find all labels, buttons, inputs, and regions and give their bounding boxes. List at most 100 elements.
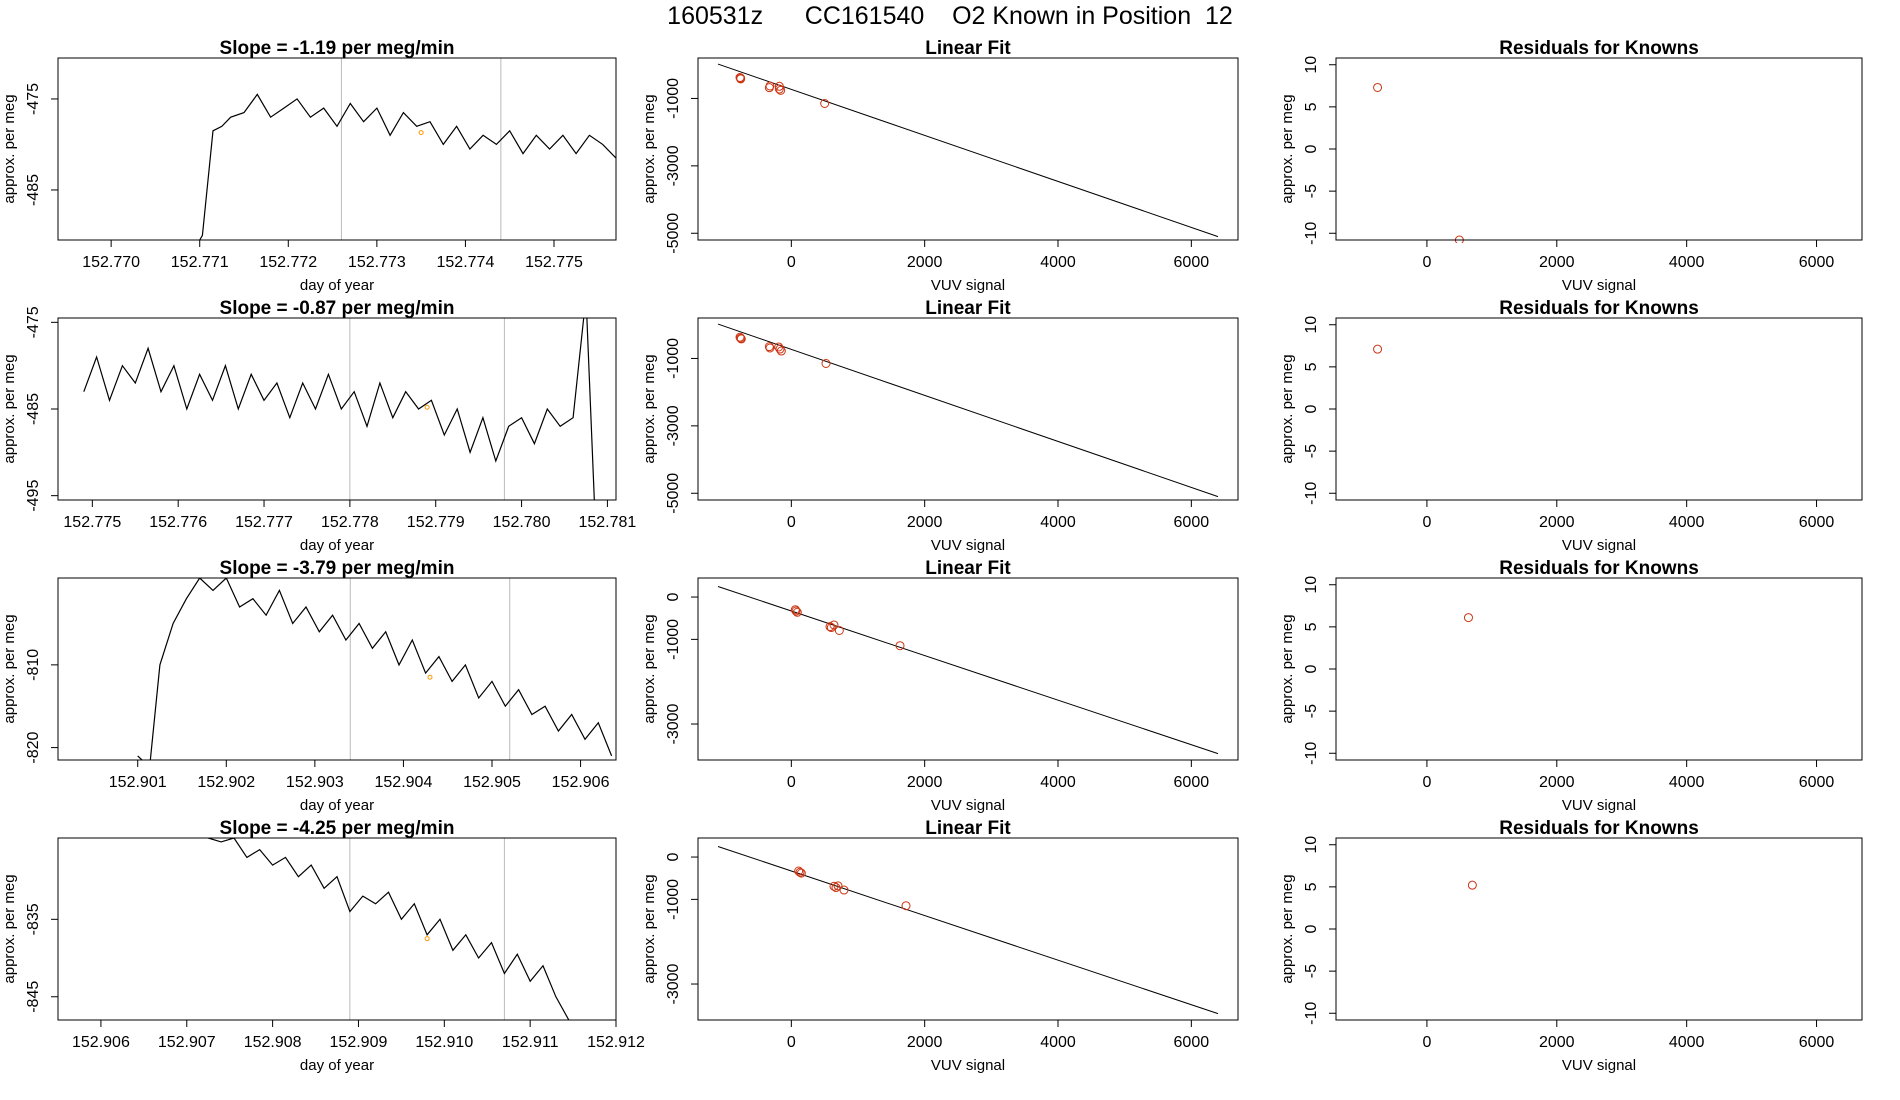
row1-residuals-x-tick-label: 4000 <box>1669 254 1705 271</box>
row4-linear-fit-x-tick-label: 4000 <box>1040 1034 1076 1051</box>
row1-timeseries-x-tick-label: 152.774 <box>437 254 495 271</box>
row3-linear-fit-data-point <box>895 641 905 651</box>
row3-timeseries-series-line <box>137 578 613 760</box>
row3-timeseries-y-axis-label: approx. per meg <box>1 614 18 723</box>
row2-linear-fit-data-point <box>736 334 746 344</box>
row1-linear-fit-data-point <box>736 74 746 84</box>
row2-linear-fit-plot-frame <box>697 317 1239 501</box>
row1-timeseries-x-tick-label: 152.772 <box>259 254 317 271</box>
row3-timeseries-x-tick-label: 152.905 <box>463 774 521 791</box>
row2-timeseries-x-axis-label: day of year <box>300 537 374 554</box>
row2-residuals-plot-frame <box>1335 317 1863 501</box>
row2-timeseries-x-tick-label: 152.780 <box>493 514 551 531</box>
row1-timeseries-y-tick-label: -485 <box>25 174 42 206</box>
row3-linear-fit-y-tick-label: -3000 <box>665 703 682 744</box>
row3-linear-fit-x-tick-label: 2000 <box>907 774 943 791</box>
row4-linear-fit-data-point <box>795 867 805 877</box>
row1-timeseries-series-line <box>199 93 616 240</box>
row4-residuals-y-tick-label: 5 <box>1303 882 1320 891</box>
row2-linear-fit-data-point <box>736 333 746 343</box>
row2-linear-fit-x-tick-label: 0 <box>787 514 796 531</box>
row2-linear-fit-panel-title: Linear Fit <box>925 298 1011 319</box>
row1-residuals-x-axis-label: VUV signal <box>1562 277 1636 294</box>
row4-linear-fit-panel-title: Linear Fit <box>925 818 1011 839</box>
row3-residuals-panel-title: Residuals for Knowns <box>1499 558 1699 579</box>
row3-linear-fit-x-tick-label: 6000 <box>1174 774 1210 791</box>
row2-linear-fit-data-point <box>776 346 786 356</box>
row1-residuals-x-tick-label: 0 <box>1422 254 1431 271</box>
row3-timeseries-x-tick-label: 152.902 <box>197 774 255 791</box>
row1-residuals-panel-title: Residuals for Knowns <box>1499 38 1699 59</box>
row2-timeseries-x-tick-label: 152.776 <box>149 514 207 531</box>
row3-linear-fit-x-axis-label: VUV signal <box>931 797 1005 814</box>
row4-timeseries-x-tick-label: 152.906 <box>72 1034 130 1051</box>
row1-timeseries-y-tick-label: -475 <box>25 83 42 115</box>
row1-residuals-y-tick-label: 0 <box>1303 144 1320 153</box>
row2-timeseries-plot-frame <box>57 317 617 501</box>
row2-timeseries-series-line <box>83 318 595 500</box>
row4-timeseries-plot-frame <box>57 837 617 1021</box>
row3-timeseries-y-tick-label: -820 <box>25 731 42 763</box>
row2-timeseries-y-tick-label: -475 <box>25 306 42 338</box>
row1-residuals-x-tick-label: 2000 <box>1539 254 1575 271</box>
row3-linear-fit-plot-frame <box>697 577 1239 761</box>
row3-linear-fit-x-tick-label: 4000 <box>1040 774 1076 791</box>
row2-timeseries-panel-title: Slope = -0.87 per meg/min <box>220 298 455 319</box>
row3-linear-fit-data-point <box>792 607 802 617</box>
row1-residuals-y-axis-label: approx. per meg <box>1279 94 1296 203</box>
row4-linear-fit-data-point <box>901 901 911 911</box>
row1-linear-fit-x-axis-label: VUV signal <box>931 277 1005 294</box>
row2-linear-fit-data-point <box>775 344 785 354</box>
row4-residuals-y-tick-label: -10 <box>1303 1002 1320 1025</box>
row2-linear-fit-x-axis-label: VUV signal <box>931 537 1005 554</box>
row3-linear-fit-data-point <box>829 620 839 630</box>
row4-residuals-y-axis-label: approx. per meg <box>1279 874 1296 983</box>
row2-linear-fit-y-axis-label: approx. per meg <box>641 354 658 463</box>
row1-residuals-x-tick-label: 6000 <box>1799 254 1835 271</box>
row3-linear-fit-data-point <box>826 623 836 633</box>
row4-timeseries-x-tick-label: 152.910 <box>415 1034 473 1051</box>
row2-residuals-x-axis-label: VUV signal <box>1562 537 1636 554</box>
row4-residuals-x-tick-label: 0 <box>1422 1034 1431 1051</box>
row4-linear-fit-data-point <box>794 866 804 876</box>
row1-linear-fit-x-tick-label: 0 <box>787 254 796 271</box>
row1-linear-fit-y-axis-label: approx. per meg <box>641 94 658 203</box>
row4-residuals-x-tick-label: 6000 <box>1799 1034 1835 1051</box>
row2-linear-fit-x-tick-label: 2000 <box>907 514 943 531</box>
row3-residuals-y-tick-label: -5 <box>1303 704 1320 718</box>
row3-linear-fit-y-tick-label: -1000 <box>665 619 682 660</box>
row4-residuals-y-tick-label: 0 <box>1303 924 1320 933</box>
row4-linear-fit-y-tick-label: 0 <box>665 852 682 861</box>
row3-residuals-x-tick-label: 6000 <box>1799 774 1835 791</box>
figure-title: 160531z CC161540 O2 Known in Position 12 <box>667 2 1233 30</box>
row3-linear-fit-y-tick-label: 0 <box>665 592 682 601</box>
row1-linear-fit-panel-title: Linear Fit <box>925 38 1011 59</box>
row4-linear-fit-x-tick-label: 6000 <box>1174 1034 1210 1051</box>
row4-linear-fit-data-point <box>831 883 841 893</box>
row1-linear-fit-data-point <box>776 85 786 95</box>
row2-residuals-y-tick-label: 0 <box>1303 404 1320 413</box>
row2-timeseries-y-axis-label: approx. per meg <box>1 354 18 463</box>
row1-timeseries-plot-frame <box>57 57 617 241</box>
row4-timeseries-y-tick-label: -845 <box>25 981 42 1013</box>
row2-timeseries-x-tick-label: 152.775 <box>63 514 121 531</box>
row2-residuals-y-tick-label: -5 <box>1303 444 1320 458</box>
row2-residuals-x-tick-label: 6000 <box>1799 514 1835 531</box>
row1-residuals-y-tick-label: 5 <box>1303 102 1320 111</box>
row3-linear-fit-data-point <box>791 606 801 616</box>
row3-residuals-residual-point <box>1463 613 1473 623</box>
row1-linear-fit-y-tick-label: -3000 <box>665 145 682 186</box>
row3-residuals-y-axis-label: approx. per meg <box>1279 614 1296 723</box>
row1-linear-fit-x-tick-label: 2000 <box>907 254 943 271</box>
row2-residuals-y-tick-label: 5 <box>1303 362 1320 371</box>
row2-linear-fit-data-point <box>821 359 831 368</box>
row2-linear-fit-x-tick-label: 6000 <box>1174 514 1210 531</box>
row4-timeseries-x-axis-label: day of year <box>300 1057 374 1074</box>
row3-timeseries-plot-frame <box>57 577 617 761</box>
row2-timeseries-known-marker <box>424 404 430 410</box>
row4-linear-fit-data-point <box>796 868 806 878</box>
row4-timeseries-x-tick-label: 152.911 <box>502 1034 559 1051</box>
row3-timeseries-x-tick-label: 152.904 <box>375 774 433 791</box>
row4-residuals-residual-point <box>1467 880 1477 890</box>
